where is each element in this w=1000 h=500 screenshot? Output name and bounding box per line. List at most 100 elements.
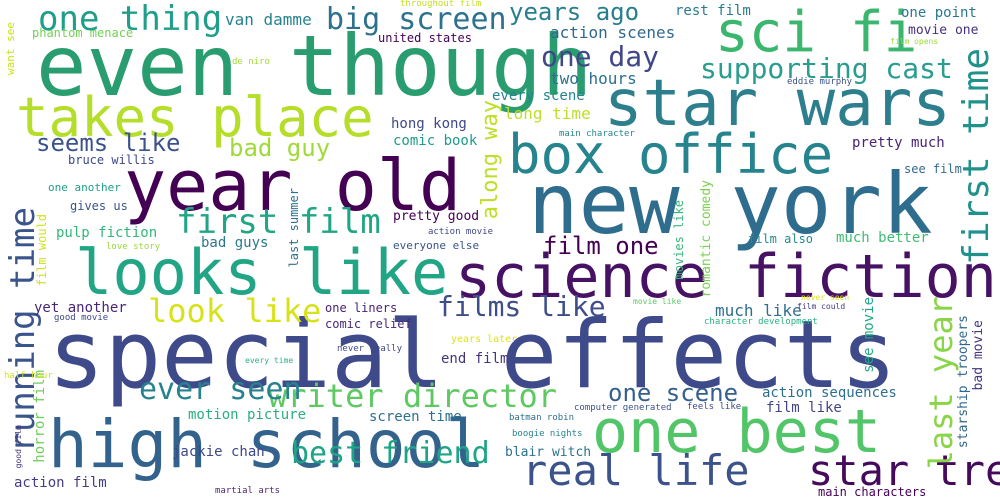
word: one best — [592, 397, 881, 467]
word: comic book — [393, 133, 478, 149]
word: last year — [922, 296, 960, 470]
word: batman robin — [509, 413, 575, 423]
word: film could — [797, 302, 846, 311]
word: gives us — [70, 199, 128, 213]
word: every scene — [492, 88, 585, 104]
word: love story — [106, 242, 161, 252]
word: bad guys — [201, 235, 269, 251]
word: good movie — [54, 313, 109, 323]
word: last summer — [287, 188, 301, 268]
word: rest film — [675, 3, 751, 19]
word: first time — [956, 48, 997, 265]
word: boogie nights — [512, 429, 583, 439]
word: action scenes — [550, 23, 676, 42]
word: much better — [836, 230, 929, 246]
word: main characters — [818, 485, 927, 499]
word: box office — [508, 123, 834, 186]
word: pretty much — [852, 135, 945, 151]
word: starship troopers — [956, 315, 971, 449]
word: throughout film — [400, 0, 482, 9]
word: pulp fiction — [56, 225, 158, 241]
word: van damme — [225, 10, 312, 29]
word: phantom menace — [32, 26, 134, 40]
word: movie like — [633, 297, 682, 306]
word: film would — [35, 214, 49, 287]
word: look like — [148, 292, 322, 330]
word: along way — [478, 100, 503, 220]
word: supporting cast — [700, 52, 953, 85]
word: one day — [541, 40, 660, 73]
word: blair witch — [505, 445, 592, 460]
word: bad movie — [971, 320, 986, 391]
word: movies like — [672, 200, 686, 280]
word: even though — [36, 17, 593, 115]
word: united states — [378, 31, 472, 45]
word: martial arts — [215, 486, 281, 496]
word: action movie — [428, 227, 494, 237]
word: hong kong — [391, 116, 467, 132]
word: takes place — [16, 86, 374, 149]
word: high school — [48, 406, 486, 483]
word: bruce willis — [68, 153, 155, 167]
word: never seen — [801, 293, 850, 302]
word: eddie murphy — [787, 77, 853, 87]
word: comic relief — [325, 317, 412, 331]
word: film also — [748, 232, 814, 246]
word: action film — [14, 475, 107, 491]
word: one point — [901, 5, 977, 21]
word: bad guy — [229, 134, 331, 162]
word: yet another — [34, 300, 127, 316]
word: science fiction — [455, 242, 997, 312]
word: star wars — [604, 67, 951, 141]
word: writer director — [268, 377, 557, 415]
word: sci fi — [715, 0, 918, 65]
word: special effects — [48, 301, 897, 410]
word: film opens — [890, 37, 939, 46]
word: year old — [124, 145, 462, 227]
word: looks like — [75, 236, 449, 309]
word: one liners — [325, 301, 398, 315]
word: film one — [543, 232, 659, 260]
word: long time — [504, 104, 591, 123]
word: half hour — [4, 371, 53, 381]
word: new york — [528, 155, 933, 253]
word: years ago — [509, 0, 640, 26]
word: never really — [337, 344, 403, 354]
word: one thing — [38, 0, 223, 39]
word: see movie — [861, 297, 877, 373]
word: one another — [48, 181, 121, 194]
word: years later — [451, 334, 518, 345]
word: seems like — [36, 129, 181, 157]
word: much like — [715, 301, 802, 320]
word: good film — [14, 425, 23, 469]
word: best friend — [291, 436, 490, 471]
word: see film — [904, 162, 962, 176]
word: one scene — [608, 379, 739, 407]
word: computer generated — [574, 403, 672, 413]
word: ever seen — [139, 372, 302, 407]
word: film like — [766, 400, 842, 416]
word: pretty good — [393, 209, 480, 224]
word: end film — [441, 351, 509, 367]
word: big screen — [326, 2, 507, 37]
word: main character — [559, 129, 635, 139]
word: feels like — [687, 402, 742, 412]
word: screen time — [369, 409, 462, 425]
word: jackie chan — [172, 444, 265, 460]
word: character development — [704, 317, 818, 327]
word: want see — [4, 22, 17, 75]
word: action sequences — [762, 385, 897, 401]
word: real life — [522, 446, 750, 495]
word: de niro — [232, 57, 270, 67]
word: movie one — [908, 23, 979, 38]
word: two hours — [550, 69, 637, 88]
word: first film — [176, 202, 381, 242]
word: motion picture — [188, 407, 307, 423]
word: films like — [437, 290, 606, 323]
word: everyone else — [393, 239, 480, 252]
word: romantic comedy — [699, 180, 714, 298]
word: every time — [245, 356, 294, 365]
word: horror film — [32, 370, 48, 463]
word: star trek — [808, 446, 1000, 495]
